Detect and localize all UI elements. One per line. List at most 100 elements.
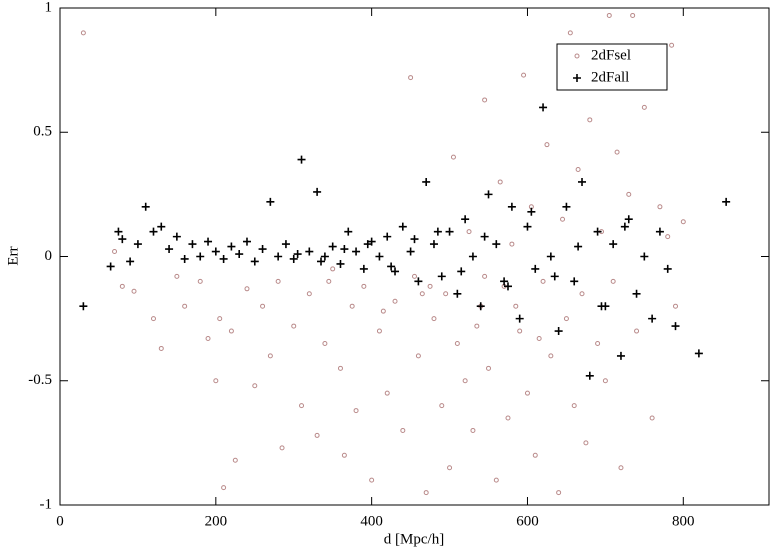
point [694, 349, 703, 358]
point [305, 247, 314, 256]
x-tick-label: 600 [516, 513, 539, 529]
point [235, 250, 244, 259]
point [150, 316, 156, 322]
point [450, 154, 456, 160]
point [412, 273, 417, 279]
point [480, 232, 489, 241]
point [562, 202, 571, 211]
point [548, 353, 554, 359]
point [344, 227, 353, 236]
point [632, 289, 641, 298]
point [353, 408, 359, 414]
point [266, 197, 275, 206]
point [513, 303, 519, 309]
point [400, 427, 406, 433]
point [228, 328, 234, 334]
point [482, 97, 488, 103]
point [680, 219, 686, 225]
point [630, 12, 636, 18]
point [174, 273, 180, 279]
point [375, 252, 384, 261]
point [306, 291, 312, 297]
point [554, 327, 563, 336]
point [410, 235, 419, 244]
y-tick-label: 0 [45, 248, 53, 264]
point [196, 252, 205, 261]
point [531, 264, 540, 273]
point [539, 103, 548, 112]
point [665, 234, 671, 240]
point [532, 452, 538, 458]
point [118, 235, 127, 244]
point [626, 191, 632, 197]
point [336, 259, 345, 268]
point [453, 289, 462, 298]
x-axis-label: d [Mpc/h] [384, 531, 444, 547]
point [422, 177, 431, 186]
point [232, 457, 238, 463]
point [133, 240, 142, 249]
point [640, 252, 649, 261]
point [267, 353, 273, 359]
point [227, 242, 236, 251]
point [258, 245, 267, 254]
point [524, 390, 530, 396]
point [431, 316, 437, 322]
point [669, 42, 675, 48]
point [219, 254, 228, 263]
point [624, 215, 633, 224]
point [376, 328, 382, 334]
point [587, 117, 593, 123]
point [299, 403, 305, 409]
point [655, 227, 664, 236]
point [281, 240, 290, 249]
y-axis-label: Err [5, 246, 21, 265]
point [523, 222, 532, 231]
point [419, 291, 425, 297]
legend-label: 2dFsel [591, 47, 631, 63]
point [361, 283, 367, 289]
point [616, 351, 625, 360]
point [340, 245, 349, 254]
point [384, 390, 390, 396]
point [663, 264, 672, 273]
point [602, 378, 608, 384]
point [391, 267, 400, 276]
point [546, 252, 555, 261]
point [119, 283, 125, 289]
point [429, 240, 438, 249]
point [158, 345, 164, 351]
point [595, 340, 601, 346]
point [279, 445, 285, 451]
y-tick-label: 0.5 [33, 124, 52, 140]
point [297, 155, 306, 164]
point [517, 328, 523, 334]
point [503, 282, 512, 291]
point [289, 254, 298, 263]
point [149, 227, 158, 236]
point [563, 316, 569, 322]
point [609, 240, 618, 249]
point [578, 177, 587, 186]
point [536, 336, 542, 342]
point [244, 286, 250, 292]
point [649, 415, 655, 421]
point [213, 378, 219, 384]
point [433, 227, 442, 236]
point [293, 250, 302, 259]
point [673, 303, 679, 309]
point [606, 12, 612, 18]
point [408, 75, 414, 81]
point [515, 314, 524, 323]
x-tick-label: 400 [360, 513, 383, 529]
point [322, 340, 328, 346]
point [507, 202, 516, 211]
point [575, 167, 581, 173]
point [79, 302, 88, 311]
point [500, 277, 509, 286]
point [527, 207, 536, 216]
point [457, 267, 466, 276]
y-tick-label: -0.5 [28, 372, 52, 388]
x-tick-label: 0 [56, 513, 64, 529]
